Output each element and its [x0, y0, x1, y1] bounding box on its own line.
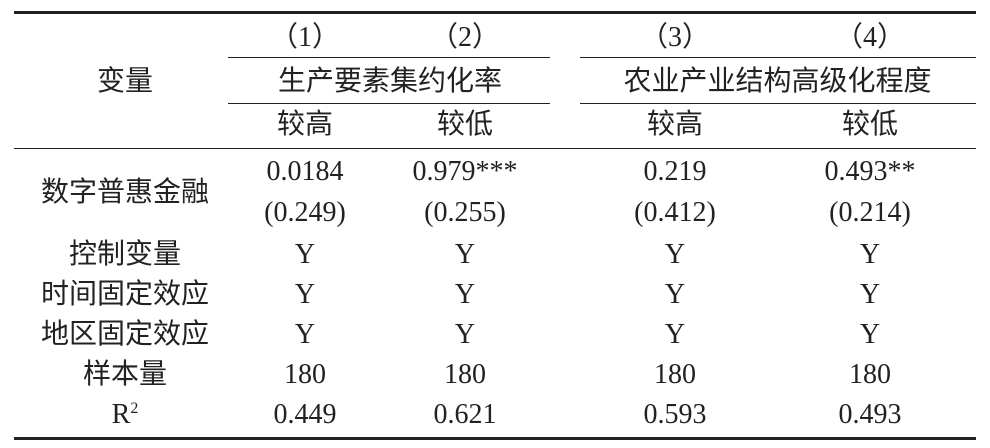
cell: 180 [444, 359, 486, 390]
variable-header: 变量 [96, 66, 154, 97]
cell: Y [859, 279, 881, 310]
cell: Y [859, 239, 881, 270]
superscript: 2 [130, 399, 139, 417]
standard-error: (0.214) [829, 197, 911, 228]
row-label: 地区固定效应 [40, 319, 210, 350]
cell: 0.493 [838, 399, 902, 430]
group-rule [228, 103, 550, 104]
standard-error: (0.412) [634, 197, 716, 228]
cell: Y [454, 319, 476, 350]
column-number: （1） [269, 22, 341, 53]
row-label: 样本量 [82, 359, 168, 390]
subgroup-header: 较低 [841, 109, 899, 140]
cell: Y [859, 319, 881, 350]
cell: Y [454, 279, 476, 310]
header-rule [14, 148, 976, 149]
coefficient: 0.979*** [412, 156, 518, 187]
coefficient: 0.493** [824, 156, 916, 187]
cell: Y [294, 319, 316, 350]
cell: Y [664, 239, 686, 270]
cell: Y [454, 239, 476, 270]
group-rule [580, 103, 976, 104]
cell: Y [294, 239, 316, 270]
cell: 180 [284, 359, 326, 390]
coefficient: 0.0184 [266, 156, 344, 187]
group-header: 农业产业结构高级化程度 [623, 66, 932, 97]
cell: Y [664, 319, 686, 350]
row-label: 控制变量 [68, 239, 182, 270]
column-number: （4） [834, 22, 906, 53]
column-number: （3） [639, 22, 711, 53]
row-label: 时间固定效应 [40, 279, 210, 310]
column-number: （2） [429, 22, 501, 53]
cell: Y [664, 279, 686, 310]
subgroup-header: 较高 [646, 109, 704, 140]
top-rule [14, 11, 976, 14]
subgroup-header: 较低 [436, 109, 494, 140]
cell: 0.621 [433, 399, 497, 430]
group-rule [580, 57, 976, 58]
group-rule [228, 57, 550, 58]
standard-error: (0.255) [424, 197, 506, 228]
cell: 180 [654, 359, 696, 390]
bottom-rule [14, 437, 976, 440]
cell: 180 [849, 359, 891, 390]
cell: Y [294, 279, 316, 310]
coefficient: 0.219 [643, 156, 707, 187]
subgroup-header: 较高 [276, 109, 334, 140]
row-label: R2 [111, 399, 139, 431]
cell: 0.593 [643, 399, 707, 430]
cell: 0.449 [273, 399, 337, 430]
standard-error: (0.249) [264, 197, 346, 228]
group-header: 生产要素集约化率 [277, 66, 503, 97]
row-label: 数字普惠金融 [40, 177, 210, 208]
